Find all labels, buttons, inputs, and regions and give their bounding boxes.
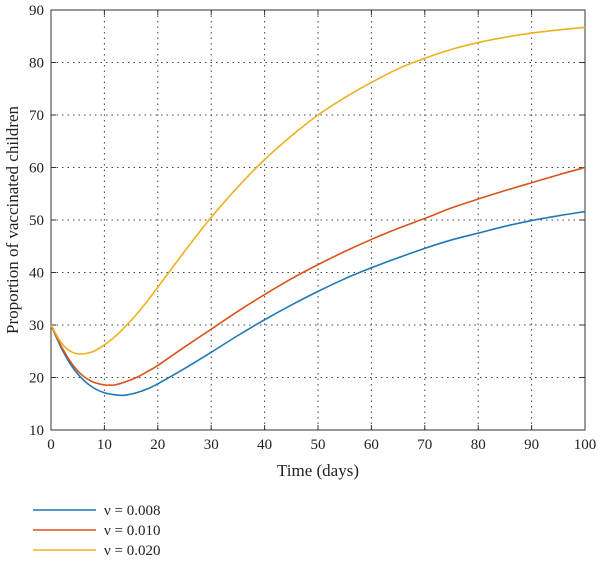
y-tick-label: 60 [29, 161, 44, 177]
y-tick-label: 20 [29, 371, 44, 387]
x-tick-label: 0 [47, 437, 55, 453]
y-tick-label: 80 [29, 56, 44, 72]
series-line-3 [50, 26, 586, 355]
y-tick-label: 30 [29, 318, 44, 334]
legend-label-2: ν = 0.010 [104, 523, 161, 539]
series-line-2 [50, 166, 586, 386]
x-axis-title: Time (days) [277, 461, 359, 480]
y-tick-label: 50 [29, 213, 44, 229]
legend-label-1: ν = 0.008 [104, 503, 161, 519]
y-tick-label: 10 [29, 423, 44, 439]
series-line-1 [50, 210, 586, 397]
series-lines [50, 26, 586, 397]
x-tick-label: 10 [97, 437, 112, 453]
x-tick-label: 100 [574, 437, 597, 453]
x-tick-label: 70 [417, 437, 432, 453]
legend: ν = 0.008 ν = 0.010 ν = 0.020 [33, 503, 161, 559]
x-tick-label: 60 [364, 437, 379, 453]
x-tick-label: 30 [204, 437, 219, 453]
grid-lines [51, 10, 585, 430]
x-tick-label: 90 [524, 437, 539, 453]
y-tick-label: 70 [29, 108, 44, 124]
y-axis-title: Proportion of vaccinated children [3, 106, 22, 335]
y-tick-label: 90 [29, 3, 44, 19]
y-tick-label: 40 [29, 266, 44, 282]
legend-label-3: ν = 0.020 [104, 543, 161, 559]
x-tick-label: 40 [257, 437, 272, 453]
x-tick-label: 20 [150, 437, 165, 453]
x-tick-label: 80 [471, 437, 486, 453]
x-tick-label: 50 [311, 437, 326, 453]
